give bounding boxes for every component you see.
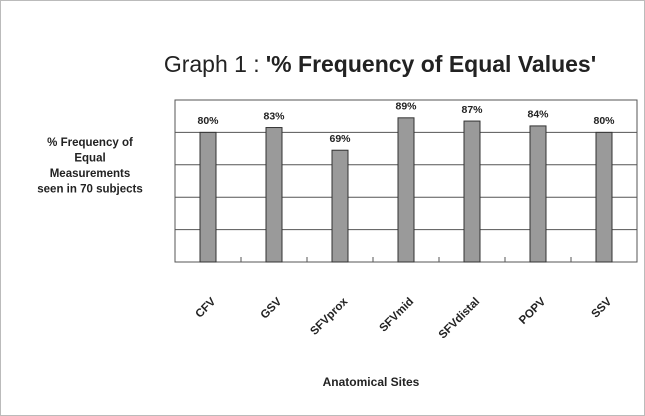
bar	[199, 131, 217, 263]
bar	[529, 125, 547, 263]
title-main: '% Frequency of Equal Values'	[266, 51, 596, 77]
data-label: 87%	[461, 104, 483, 116]
data-label: 80%	[593, 115, 615, 127]
data-label: 80%	[197, 115, 219, 127]
title-prefix: Graph 1 :	[164, 51, 260, 77]
data-label: 84%	[527, 109, 549, 121]
bar	[265, 127, 283, 263]
data-label: 83%	[263, 110, 285, 122]
bar	[595, 131, 613, 263]
y-axis-label: % Frequency of	[47, 137, 133, 149]
y-axis-label: Equal	[74, 153, 105, 165]
x-axis-label: Anatomical Sites	[323, 375, 420, 389]
y-axis-label: seen in 70 subjects	[37, 184, 142, 196]
bar	[463, 120, 481, 263]
data-label: 69%	[329, 133, 351, 145]
bar	[331, 149, 349, 263]
data-label: 89%	[395, 101, 417, 113]
y-axis-label: Measurements	[50, 168, 131, 180]
bar	[397, 117, 415, 263]
chart-title: Graph 1 : '% Frequency of Equal Values'	[164, 51, 596, 77]
